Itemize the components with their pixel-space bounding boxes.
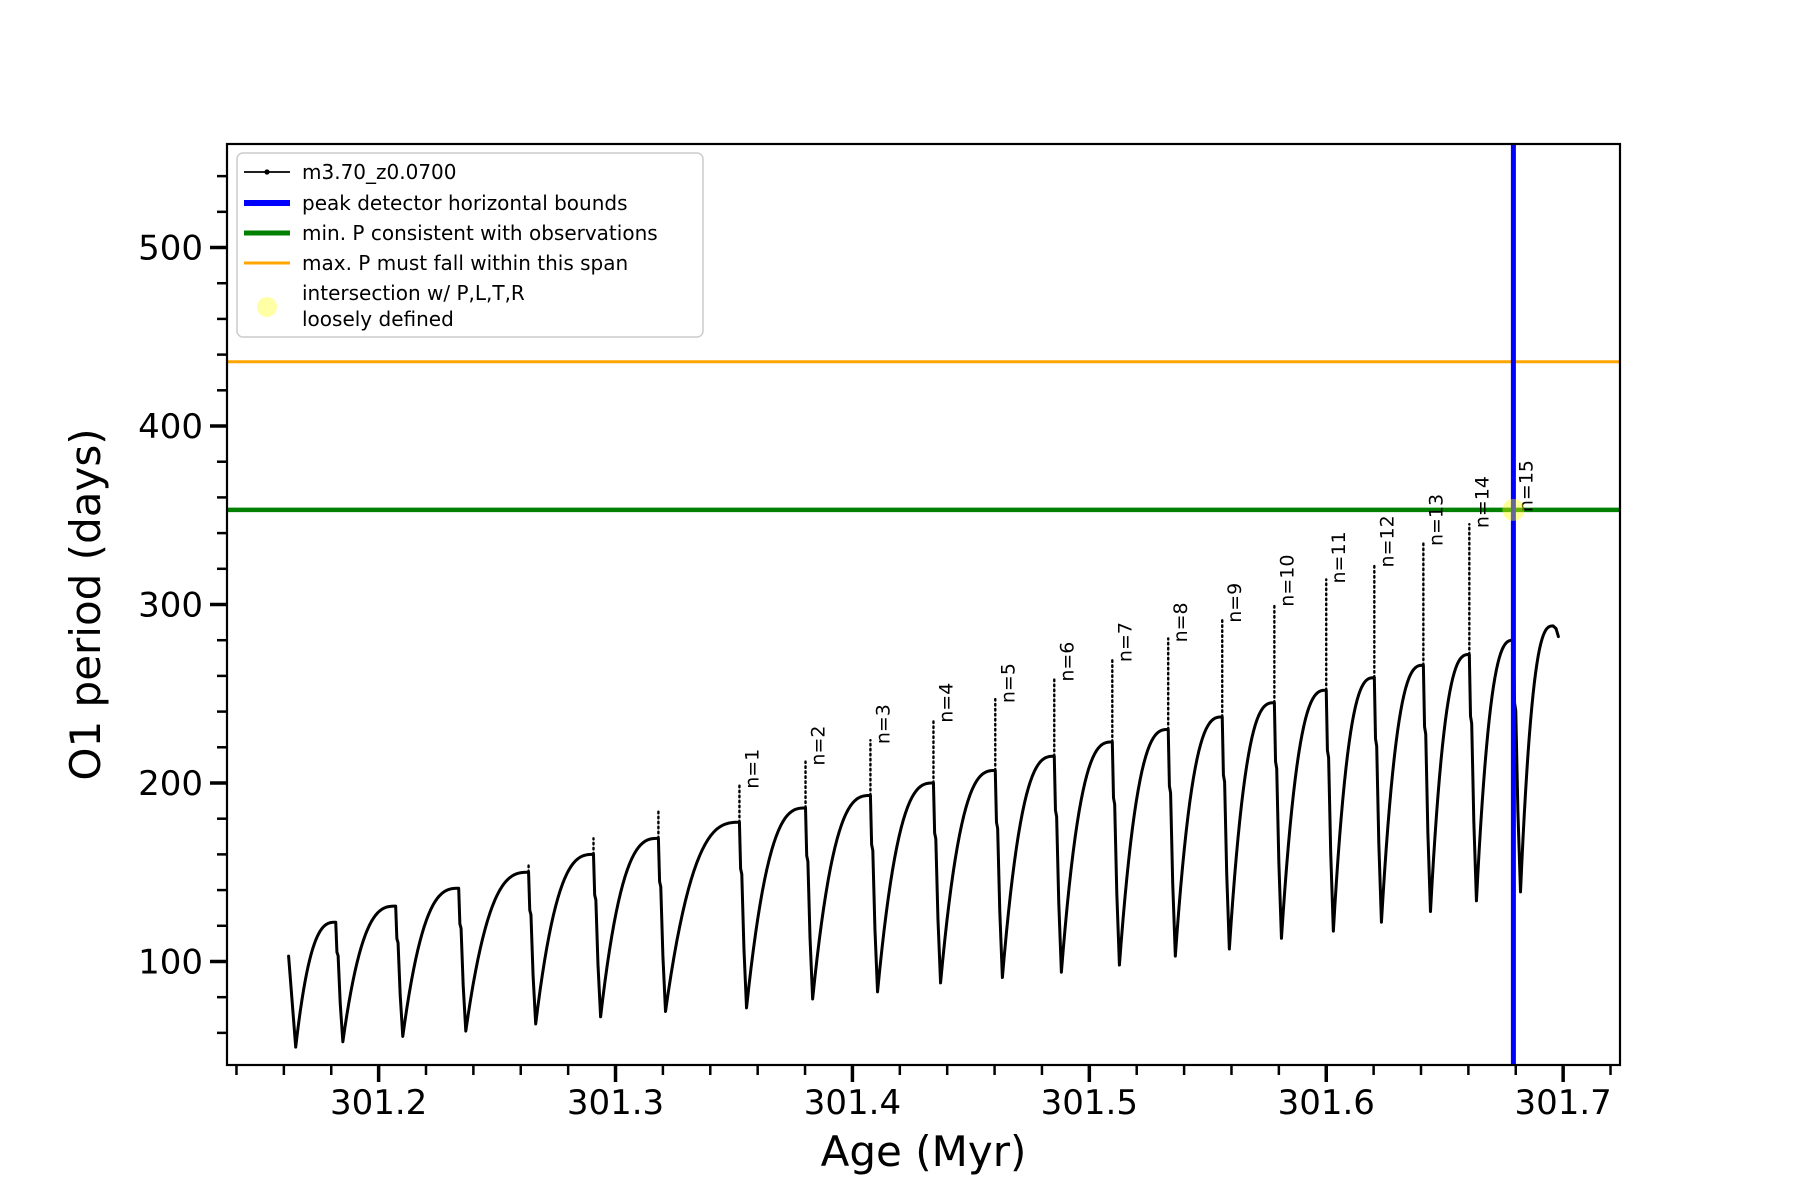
x-tick-label: 301.4 [804,1083,901,1123]
legend-box [236,152,704,338]
y-tick-label: 100 [138,942,203,982]
peak-label: n=10 [1276,555,1298,607]
legend-sample-marker [264,169,270,175]
peak-spikes: n=1 n=2 n=3 n=4 n=5 n=6 n=7 n=8 n=9 n=10 n=11 n=12 n… [527,460,1537,874]
legend-item-label: peak detector horizontal bounds [302,191,628,215]
series-line [287,624,1560,1049]
x-tick-label: 301.5 [1041,1083,1138,1123]
peak-label: n=14 [1471,476,1493,528]
legend-item: peak detector horizontal bounds [244,191,628,215]
legend-item-label: min. P consistent with observations [302,221,658,245]
y-tick-label: 200 [138,764,203,804]
legend-item: m3.70_z0.0700 [244,160,457,184]
y-tick-label: 400 [138,407,203,447]
legend-item-label: intersection w/ P,L,T,R [302,281,525,305]
legend-item-label: max. P must fall within this span [302,251,628,275]
peak-label: n=9 [1224,583,1246,623]
peak-label: n=8 [1170,602,1192,642]
x-tick-label: 301.2 [330,1083,427,1123]
peak-label: n=13 [1425,494,1447,546]
legend-item: min. P consistent with observations [244,221,658,245]
peak-label: n=15 [1515,460,1537,512]
axes: 301.2 301.3 301.4 301.5 301.6 301.7 100 200 300 4… [61,174,1612,1176]
peak-label: n=12 [1376,515,1398,567]
peak-label: n=4 [935,683,957,723]
legend-item: max. P must fall within this span [244,251,628,275]
x-tick-label: 301.6 [1278,1083,1375,1123]
x-tick-label: 301.3 [567,1083,664,1123]
x-axis-label: Age (Myr) [821,1127,1027,1176]
peak-label: n=6 [1056,642,1078,682]
peak-label: n=5 [997,663,1019,703]
peak-label: n=3 [872,704,894,744]
legend-sample-circle [257,297,277,317]
plot-frame [225,142,1622,1067]
legend-item-label: m3.70_z0.0700 [302,160,457,184]
peak-label: n=11 [1328,531,1350,583]
peak-label: n=7 [1114,622,1136,662]
y-axis-label: O1 period (days) [61,428,110,780]
x-tick-label: 301.7 [1514,1083,1611,1123]
peak-label: n=1 [741,749,763,789]
y-tick-label: 500 [138,229,203,269]
legend-item-label: loosely defined [302,307,454,331]
peak-label: n=2 [808,726,830,766]
intersection-marker [1502,498,1525,521]
y-tick-label: 300 [138,586,203,626]
